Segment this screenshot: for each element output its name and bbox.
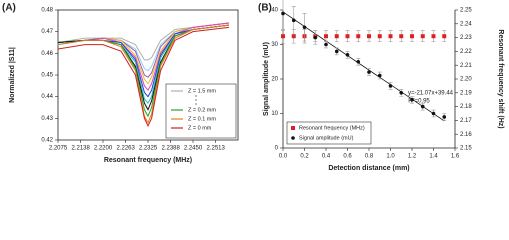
- y-tick-label: 40: [271, 8, 278, 14]
- legend-box: [165, 83, 237, 139]
- point: [377, 34, 382, 39]
- point: [334, 49, 339, 54]
- fit-r2: R²=0.95: [408, 98, 430, 104]
- legend-box: [286, 121, 372, 145]
- x-tick-label: 0.0: [279, 154, 288, 160]
- y2-tick-label: 2.22: [460, 49, 472, 55]
- x-tick-label: 2.2450: [184, 146, 203, 152]
- x-tick-label: 2.2325: [139, 146, 158, 152]
- x-tick-label: 2.2138: [72, 146, 91, 152]
- point: [281, 11, 285, 16]
- legend-label: Z = 0.1 mm: [188, 116, 216, 122]
- point: [345, 53, 350, 57]
- y2-tick-label: 2.21: [460, 63, 472, 69]
- y-tick-label: 0.43: [41, 116, 53, 122]
- y-tick-label: 0.46: [41, 51, 53, 57]
- y2-tick-label: 2.16: [460, 132, 472, 138]
- y-tick-label: 0.44: [41, 94, 53, 100]
- y2-tick-label: 2.15: [460, 146, 472, 152]
- curve: [57, 26, 230, 128]
- axis-title: Detection distance (mm): [328, 165, 409, 172]
- point: [377, 73, 382, 78]
- point: [420, 34, 425, 39]
- axis-title: Resonant frequency shift (Hz): [497, 29, 504, 128]
- y2-tick-label: 2.25: [460, 8, 472, 14]
- x-tick-label: 0.4: [322, 154, 331, 160]
- panel-label: (B): [258, 3, 272, 14]
- y-tick-label: 0.42: [41, 138, 53, 144]
- y-tick-label: 0: [275, 146, 279, 152]
- x-tick-label: 2.2263: [117, 146, 136, 152]
- y2-tick-label: 2.20: [460, 77, 472, 83]
- legend-swatch: [291, 126, 295, 130]
- point: [324, 34, 328, 39]
- legend-label: Z = 0.2 mm: [188, 107, 216, 113]
- y-tick-label: 0.48: [41, 8, 53, 14]
- x-tick-label: 1.4: [429, 154, 438, 160]
- x-tick-label: 0.6: [343, 154, 352, 160]
- y-tick-label: 0.47: [41, 29, 53, 35]
- point: [399, 34, 404, 39]
- y-tick-label: 0.45: [41, 73, 53, 79]
- point: [410, 97, 414, 102]
- legend-label: Z = 0 mm: [188, 125, 212, 131]
- point: [345, 34, 350, 39]
- point: [431, 34, 436, 39]
- fit-equation: y=-21.07x+39.44: [408, 90, 454, 96]
- figure: (A)2.2075 2.2138 2.2200 2.2263 2.2325 2.2388 2…: [2, 0, 505, 172]
- x-tick-label: 2.2075: [49, 146, 68, 152]
- point: [442, 34, 447, 39]
- y2-tick-label: 2.23: [460, 35, 472, 41]
- point: [388, 34, 393, 39]
- y-tick-label: 20: [271, 77, 278, 83]
- axis-title: Resonant frequency (MHz): [104, 157, 192, 164]
- x-tick-label: 2.2513: [207, 146, 226, 152]
- y2-tick-label: 2.18: [460, 104, 472, 110]
- axis-title: Signal amplitude (mU): [263, 42, 270, 116]
- legend-ellipsis-dot: [195, 103, 197, 105]
- point: [442, 115, 447, 119]
- point: [356, 34, 361, 39]
- point: [313, 35, 318, 40]
- x-tick-label: 1.6: [451, 154, 460, 160]
- legend-ellipsis-dot: [195, 99, 197, 101]
- point: [291, 18, 296, 23]
- axis-title: Normalized |S11|: [9, 47, 16, 103]
- legend-label: Z = 1.5 mm: [188, 88, 216, 94]
- point: [291, 34, 296, 39]
- y2-tick-label: 2.17: [460, 118, 472, 124]
- point: [334, 34, 339, 39]
- y2-tick-label: 2.24: [460, 21, 472, 27]
- x-tick-label: 2.2200: [94, 146, 113, 152]
- legend-swatch: [291, 136, 295, 140]
- point: [356, 59, 361, 64]
- point: [367, 34, 371, 39]
- legend-ellipsis-dot: [195, 95, 197, 97]
- x-tick-label: 0.8: [365, 154, 374, 160]
- point: [324, 42, 328, 47]
- point: [410, 34, 414, 39]
- point: [281, 34, 285, 39]
- x-tick-label: 1.0: [386, 154, 395, 160]
- curve: [57, 24, 230, 124]
- y-tick-label: 10: [271, 111, 278, 117]
- point: [367, 70, 371, 74]
- panel-label: (A): [2, 3, 16, 14]
- x-tick-label: 1.2: [408, 154, 417, 160]
- point: [431, 111, 436, 116]
- point: [420, 104, 425, 109]
- point: [302, 25, 307, 30]
- point: [399, 91, 404, 95]
- legend-label: Signal amplitude (mU): [299, 135, 354, 141]
- y2-tick-label: 2.19: [460, 90, 472, 96]
- x-tick-label: 0.2: [300, 154, 309, 160]
- y-tick-label: 30: [271, 42, 278, 48]
- fit-line: [282, 11, 445, 122]
- point: [388, 84, 393, 88]
- x-tick-label: 2.2388: [162, 146, 181, 152]
- legend-label: Resonant frequency (MHz): [299, 125, 365, 131]
